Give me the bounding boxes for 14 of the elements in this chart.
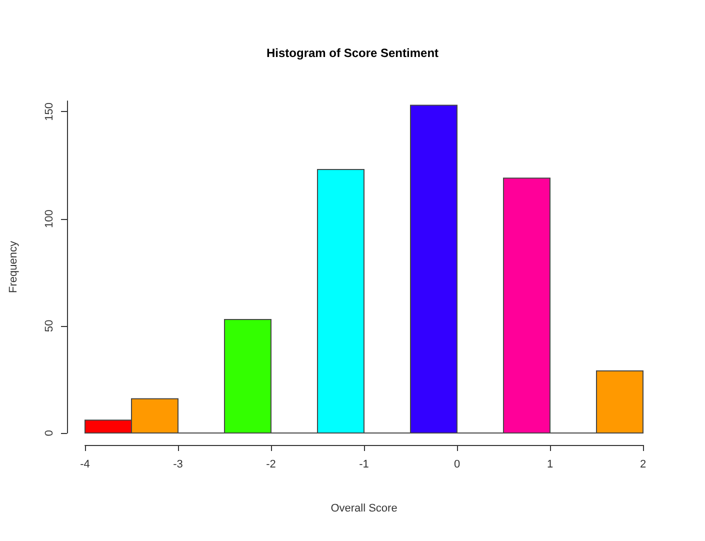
y-tick-label: 50 (44, 320, 56, 332)
x-axis-title: Overall Score (330, 502, 398, 514)
y-tick-label: 0 (44, 430, 56, 436)
chart-title: Histogram of Score Sentiment (266, 46, 439, 60)
x-tick-label: -4 (80, 458, 90, 470)
x-tick-label: 1 (546, 458, 554, 470)
x-tick-label: -2 (266, 458, 276, 470)
x-tick-label: -3 (173, 458, 183, 470)
y-axis-title: Frequency (8, 240, 20, 293)
x-tick-label: 0 (454, 458, 460, 470)
y-tick-label: 150 (44, 102, 56, 121)
x-tick-label: -1 (359, 458, 369, 470)
x-tick-label: 2 (640, 458, 646, 470)
y-tick-label: 100 (44, 210, 56, 228)
